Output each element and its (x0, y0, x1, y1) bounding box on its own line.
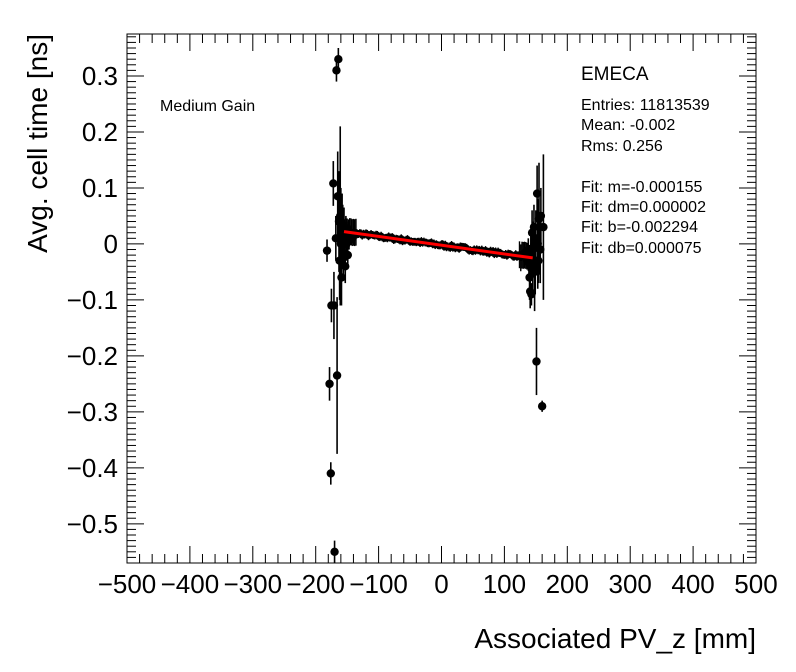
data-point (337, 273, 346, 282)
data-point (330, 547, 339, 557)
stats-lines: Entries: 11813539 Mean: -0.002 Rms: 0.256 … (581, 96, 710, 259)
y-tick-label: −0.2 (67, 341, 118, 371)
y-tick-label: 0.2 (82, 117, 118, 147)
y-axis-label: Avg. cell time [ns] (22, 34, 53, 253)
x-tick-label: 400 (671, 569, 714, 599)
stats-line (581, 157, 710, 177)
y-tick-label: −0.1 (67, 285, 118, 315)
stats-title: EMECA (581, 64, 649, 85)
data-point (536, 245, 545, 254)
data-point (529, 222, 539, 232)
y-tick-label: −0.4 (67, 453, 118, 483)
x-tick-label: −500 (98, 569, 157, 599)
y-tick-label: 0.3 (82, 61, 118, 91)
data-point (329, 179, 338, 188)
data-point (326, 469, 335, 478)
x-tick-label: −100 (349, 569, 408, 599)
x-axis-label: Associated PV_z [mm] (474, 623, 756, 654)
data-point (532, 189, 542, 198)
data-point (527, 290, 536, 299)
x-tick-label: 0 (434, 569, 448, 599)
x-tick-label: −200 (286, 569, 345, 599)
x-tick-label: 200 (546, 569, 589, 599)
x-tick-label: 300 (609, 569, 652, 599)
fit-line (343, 230, 533, 260)
data-point (325, 379, 334, 389)
stats-line: Rms: 0.256 (581, 137, 663, 155)
y-tick-label: 0 (104, 229, 118, 259)
stats-line: Fit: b=-0.002294 (581, 219, 698, 237)
x-tick-label: −400 (161, 569, 220, 599)
y-tick-label: −0.3 (67, 397, 118, 427)
gain-annotation: Medium Gain (160, 98, 256, 115)
stats-line: Fit: m=-0.000155 (581, 178, 703, 196)
data-point (343, 250, 352, 260)
data-point (537, 402, 547, 411)
stats-line: Fit: db=0.000075 (581, 239, 702, 257)
x-tick-label: 100 (483, 569, 526, 599)
data-point (329, 301, 339, 310)
stats-line: Mean: -0.002 (581, 117, 676, 135)
axis-ticks (126, 34, 757, 564)
data-point (332, 66, 341, 75)
x-tick-labels: −500 −400 −300 −200 −100 0 100 200 300 400 500 (98, 569, 778, 599)
data-point (539, 222, 548, 232)
x-tick-label: 500 (734, 569, 777, 599)
y-tick-labels: −0.5 −0.4 −0.3 −0.2 −0.1 0 0.1 0.2 0.3 (67, 61, 118, 539)
stats-box: EMECA Entries: 11813539 Mean: -0.002 Rms: … (581, 63, 710, 259)
stats-line: Fit: dm=0.000002 (581, 199, 706, 217)
data-point (334, 54, 343, 64)
data-point (332, 371, 342, 380)
y-tick-label: −0.5 (67, 509, 118, 539)
x-tick-label: −300 (224, 569, 283, 599)
y-tick-label: 0.1 (82, 173, 118, 203)
stats-line: Entries: 11813539 (581, 97, 710, 114)
data-point (322, 246, 332, 255)
data-points (322, 47, 548, 563)
data-point (532, 357, 541, 366)
